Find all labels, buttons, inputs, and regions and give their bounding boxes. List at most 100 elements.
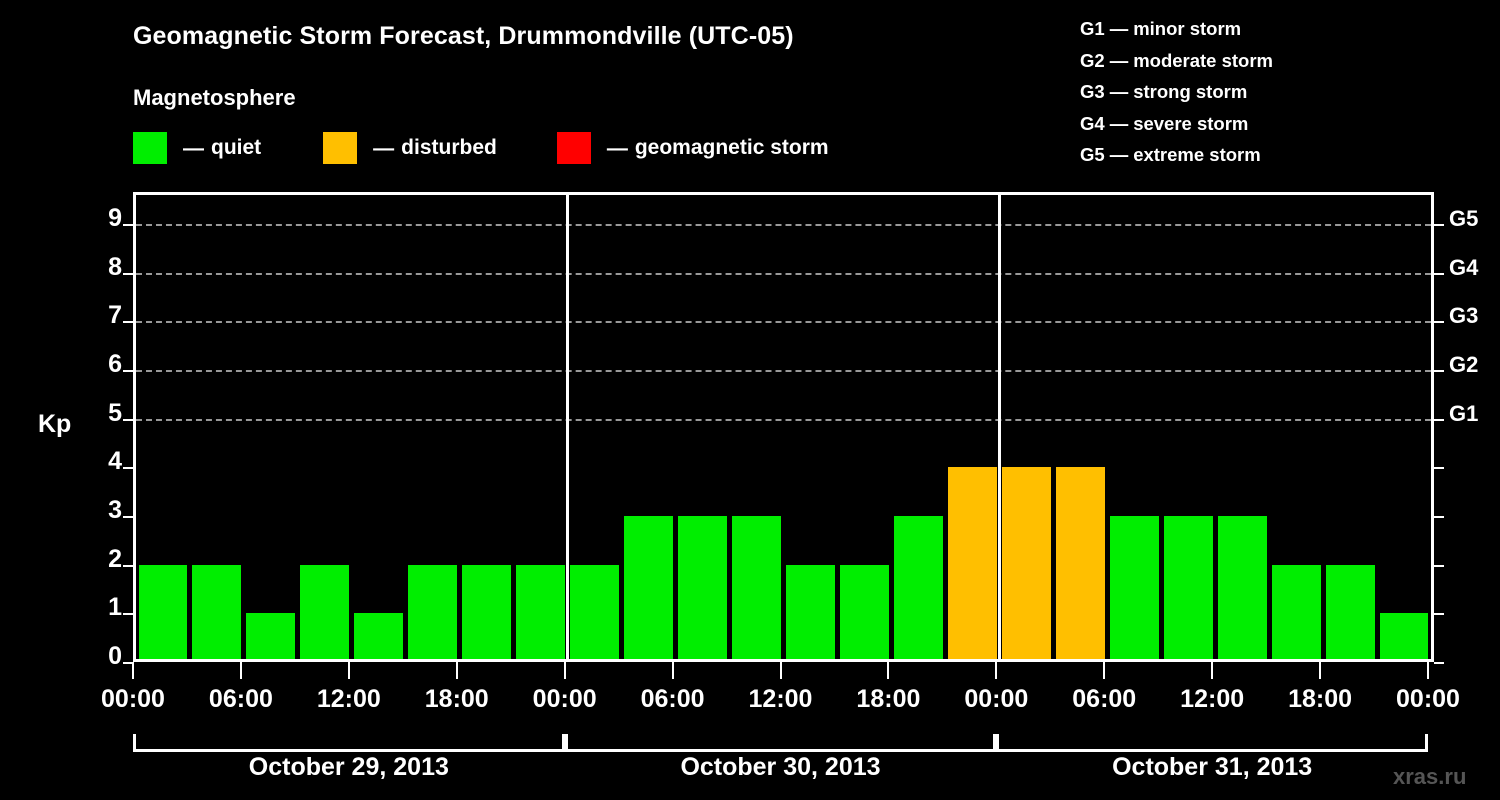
date-bracket xyxy=(996,734,1428,752)
kp-bar xyxy=(732,516,781,662)
kp-bar xyxy=(462,564,512,662)
gridline xyxy=(136,321,1431,324)
g-tick-mark xyxy=(1434,370,1444,373)
gridline xyxy=(136,272,1431,275)
g-tick-mark xyxy=(1434,564,1444,567)
x-tick-mark xyxy=(347,662,350,679)
y-tick-label: 0 xyxy=(108,642,122,670)
date-bracket xyxy=(564,734,997,752)
g-tick-label: G1 xyxy=(1449,400,1479,426)
g-scale-dash: — xyxy=(1109,18,1129,39)
legend-label: geomagnetic storm xyxy=(634,136,829,159)
kp-bar xyxy=(624,516,674,662)
g-scale-row: G3— strong storm xyxy=(1080,76,1273,108)
g-scale-dash: — xyxy=(1109,81,1129,102)
y-tick-label: 3 xyxy=(108,496,122,525)
g-scale-description: minor storm xyxy=(1133,18,1242,39)
y-tick-mark xyxy=(123,370,133,373)
g-tick-label: G4 xyxy=(1449,254,1479,280)
g-tick-label: G5 xyxy=(1449,206,1479,232)
y-tick-mark xyxy=(123,418,133,421)
legend-item: — quiet xyxy=(133,132,261,164)
g-scale-description: extreme storm xyxy=(1133,144,1261,165)
legend-dash: — xyxy=(606,136,628,160)
x-tick-mark xyxy=(1103,662,1106,679)
g-scale-dash: — xyxy=(1109,49,1129,71)
legend-item: — disturbed xyxy=(323,132,497,164)
g-scale-row: G4— severe storm xyxy=(1080,108,1273,140)
kp-bar xyxy=(1271,564,1321,662)
g-scale-code: G3 xyxy=(1080,81,1105,102)
legend-dash: — xyxy=(183,136,204,160)
kp-bar xyxy=(839,564,889,662)
kp-bar xyxy=(516,564,566,662)
g-scale-code: G5 xyxy=(1080,144,1105,165)
date-label: October 31, 2013 xyxy=(1112,753,1313,781)
date-bracket xyxy=(133,734,565,752)
kp-bar xyxy=(1055,467,1105,662)
x-tick-mark xyxy=(455,662,458,679)
x-tick-label: 18:00 xyxy=(856,685,921,713)
g-scale-dash: — xyxy=(1109,144,1129,165)
x-tick-mark xyxy=(563,662,566,679)
g-tick-label: G2 xyxy=(1449,352,1479,378)
x-tick-label: 00:00 xyxy=(1396,685,1460,713)
g-tick-mark xyxy=(1434,321,1444,324)
x-tick-label: 06:00 xyxy=(208,685,273,713)
x-tick-mark xyxy=(887,662,890,679)
kp-bar xyxy=(408,564,458,662)
kp-bar xyxy=(947,467,997,662)
legend-label: quiet xyxy=(211,136,262,159)
y-tick-label: 6 xyxy=(108,350,122,379)
y-tick-label: 5 xyxy=(108,398,122,427)
kp-bar xyxy=(1379,613,1429,662)
g-tick-mark xyxy=(1434,272,1444,275)
x-tick-mark xyxy=(239,662,242,679)
x-tick-label: 06:00 xyxy=(640,685,705,713)
g-tick-mark xyxy=(1434,418,1444,421)
x-axis-line xyxy=(133,659,1434,662)
gridline xyxy=(136,370,1431,373)
y-tick-mark xyxy=(123,272,133,275)
x-tick-mark xyxy=(1427,662,1429,679)
disturbed-swatch xyxy=(323,132,358,164)
x-tick-mark xyxy=(671,662,674,679)
x-tick-label: 12:00 xyxy=(316,685,381,713)
g-scale-legend: G1— minor storm G2— moderate storm G3— strong… xyxy=(1080,13,1273,171)
kp-bar xyxy=(1325,564,1375,662)
g-tick-mark xyxy=(1434,467,1444,470)
kp-bar xyxy=(786,564,835,662)
plot-inner xyxy=(123,195,1444,664)
y-tick-label: 1 xyxy=(108,593,122,622)
y-tick-label: 9 xyxy=(108,204,122,233)
legend-label: disturbed xyxy=(401,136,497,159)
x-tick-mark xyxy=(1319,662,1322,679)
color-legend: — quiet — disturbed — geomagnetic storm xyxy=(133,132,829,164)
kp-bar xyxy=(678,516,728,662)
g-scale-dash: — xyxy=(1109,112,1129,134)
x-tick-mark xyxy=(1211,662,1214,679)
kp-bar xyxy=(893,516,943,662)
g-scale-description: moderate storm xyxy=(1133,49,1274,71)
g-tick-label: G3 xyxy=(1449,303,1479,329)
x-tick-label: 00:00 xyxy=(101,685,165,713)
y-tick-mark xyxy=(123,224,133,227)
bar-series xyxy=(136,195,1431,662)
y-tick-mark xyxy=(123,467,133,470)
g-scale-code: G4 xyxy=(1080,112,1105,134)
y-tick-label: 7 xyxy=(108,301,122,330)
date-label: October 30, 2013 xyxy=(680,753,881,781)
g-tick-mark xyxy=(1434,613,1444,616)
x-tick-label: 12:00 xyxy=(1180,685,1245,713)
kp-bar xyxy=(1109,516,1159,662)
y-tick-label: 8 xyxy=(108,252,122,281)
x-tick-label: 06:00 xyxy=(1072,685,1137,713)
g-scale-code: G1 xyxy=(1080,18,1105,39)
g-scale-row: G5— extreme storm xyxy=(1080,139,1273,171)
gridline xyxy=(136,418,1431,421)
quiet-swatch xyxy=(133,132,167,164)
legend-dash: — xyxy=(373,136,395,160)
g-tick-mark xyxy=(1434,516,1444,519)
y-axis-title: Kp xyxy=(38,410,72,438)
section-label-magnetosphere: Magnetosphere xyxy=(133,85,296,110)
